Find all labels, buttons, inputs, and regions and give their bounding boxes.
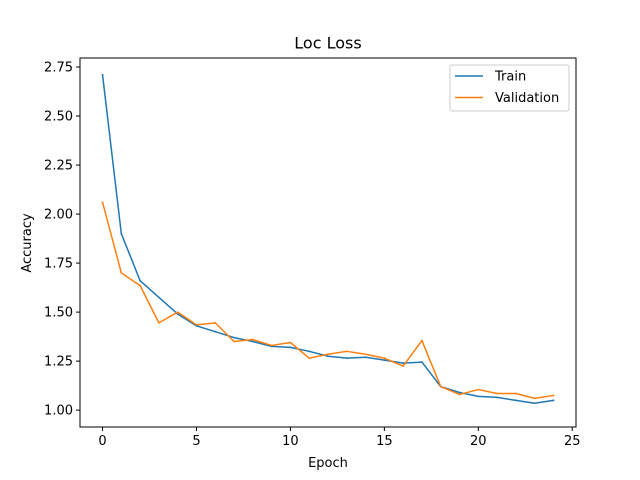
data-point-train	[120, 232, 123, 235]
data-point-validation	[289, 341, 292, 344]
data-point-train	[345, 357, 348, 360]
data-point-train	[477, 395, 480, 398]
data-point-train	[364, 356, 367, 359]
data-point-validation	[101, 201, 104, 204]
y-axis-label: Accuracy	[20, 213, 35, 273]
axes-frame	[79, 57, 577, 428]
data-point-validation	[552, 394, 555, 397]
data-point-train	[458, 391, 461, 394]
data-point-train	[101, 73, 104, 76]
data-point-validation	[270, 344, 273, 347]
data-point-validation	[327, 353, 329, 356]
data-point-train	[402, 362, 405, 364]
y-axis: 1.00 1.25 1.50 1.75 2.00 2.25 2.50 2.75	[44, 61, 80, 419]
data-point-validation	[477, 388, 480, 391]
x-tick-label: 5	[192, 434, 200, 449]
legend-label: Train	[494, 70, 526, 85]
chart-title: Loc Loss	[294, 34, 361, 53]
data-point-validation	[158, 321, 160, 324]
data-point-validation	[533, 397, 536, 400]
data-point-train	[233, 336, 235, 339]
data-point-validation	[439, 385, 442, 388]
data-point-train	[383, 359, 386, 362]
data-point-validation	[496, 392, 498, 395]
data-point-validation	[120, 271, 123, 274]
x-axis-label: Epoch	[308, 456, 348, 471]
y-tick-label: 1.25	[44, 355, 73, 370]
series-line-train	[101, 74, 555, 405]
data-point-validation	[251, 338, 254, 341]
data-point-train	[139, 279, 142, 282]
data-point-validation	[233, 340, 235, 343]
data-point-train	[176, 313, 179, 315]
y-tick-label: 2.25	[44, 159, 73, 174]
data-point-validation	[214, 321, 217, 324]
data-point-train	[496, 396, 498, 399]
y-tick-label: 2.00	[44, 208, 73, 223]
data-point-validation	[176, 311, 179, 313]
data-point-validation	[195, 323, 198, 326]
data-point-validation	[458, 393, 461, 396]
data-point-train	[289, 346, 292, 349]
legend: Train Validation	[449, 64, 570, 112]
x-axis: 0 5 10 15 20 25	[98, 427, 581, 449]
data-point-train	[533, 402, 536, 405]
data-point-train	[514, 399, 517, 402]
y-tick-label: 2.75	[44, 61, 73, 76]
data-point-validation	[514, 392, 517, 395]
plot-area	[101, 73, 555, 405]
data-point-validation	[421, 339, 423, 342]
y-tick-label: 1.50	[44, 306, 73, 321]
y-tick-label: 1.00	[44, 404, 73, 419]
data-point-train	[327, 355, 329, 358]
data-point-train	[251, 340, 254, 343]
data-point-validation	[364, 353, 367, 356]
x-tick-label: 10	[282, 434, 299, 449]
data-point-validation	[139, 284, 142, 287]
data-point-train	[308, 350, 311, 353]
data-point-train	[552, 399, 555, 402]
data-point-validation	[308, 357, 311, 360]
y-tick-label: 1.75	[44, 257, 73, 272]
x-tick-label: 20	[470, 434, 487, 449]
x-tick-label: 15	[376, 434, 393, 449]
data-point-validation	[402, 365, 405, 367]
y-tick-label: 2.50	[44, 110, 73, 125]
x-tick-label: 0	[98, 434, 106, 449]
legend-label: Validation	[495, 91, 559, 106]
data-point-train	[421, 361, 423, 363]
data-point-train	[214, 330, 217, 333]
data-point-validation	[383, 357, 386, 360]
x-tick-label: 25	[564, 434, 581, 449]
data-point-validation	[345, 350, 348, 353]
